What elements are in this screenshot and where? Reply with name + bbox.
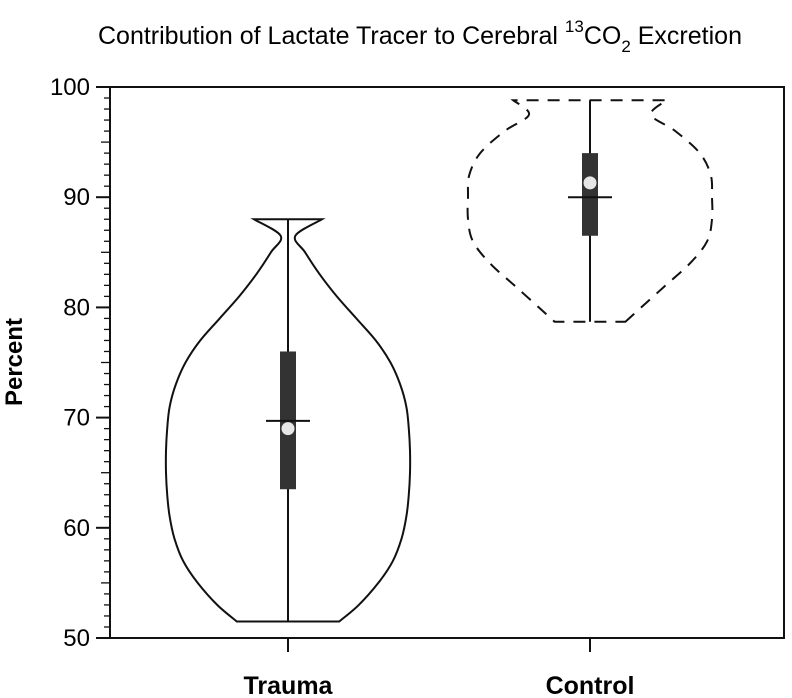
chart-title-subscript: 2 (621, 37, 630, 56)
y-tick-label: 50 (63, 625, 90, 652)
x-tick-label: Control (546, 672, 635, 698)
y-tick-label: 90 (63, 184, 90, 211)
y-axis-minor-ticks (101, 97, 110, 628)
chart-title-superscript: 13 (565, 17, 584, 36)
x-tick-label: Trauma (244, 672, 334, 698)
violin-median-dot (281, 422, 295, 436)
chart-title: Contribution of Lactate Tracer to Cerebr… (98, 17, 742, 56)
violin-trauma (164, 218, 412, 623)
violin-outline (466, 99, 714, 323)
y-tick-label: 60 (63, 515, 90, 542)
violin-iqr-box (582, 153, 598, 236)
violin-outline (164, 218, 412, 623)
violin-median-dot (583, 176, 597, 190)
chart-title-part-5: Excretion (631, 22, 742, 50)
y-tick-label: 100 (50, 74, 90, 101)
y-axis-major-ticks: 50 60 70 80 90 100 (50, 74, 110, 652)
chart-title-part-3: CO (584, 22, 622, 50)
plot-frame (109, 86, 785, 639)
violins (164, 99, 714, 623)
y-tick-label: 80 (63, 294, 90, 321)
x-axis-ticks: Trauma Control (244, 638, 635, 698)
chart-title-part-1: Contribution of Lactate Tracer to Cerebr… (98, 22, 565, 50)
violin-control (466, 99, 714, 323)
y-tick-label: 70 (63, 405, 90, 432)
y-axis-label: Percent (1, 318, 28, 406)
